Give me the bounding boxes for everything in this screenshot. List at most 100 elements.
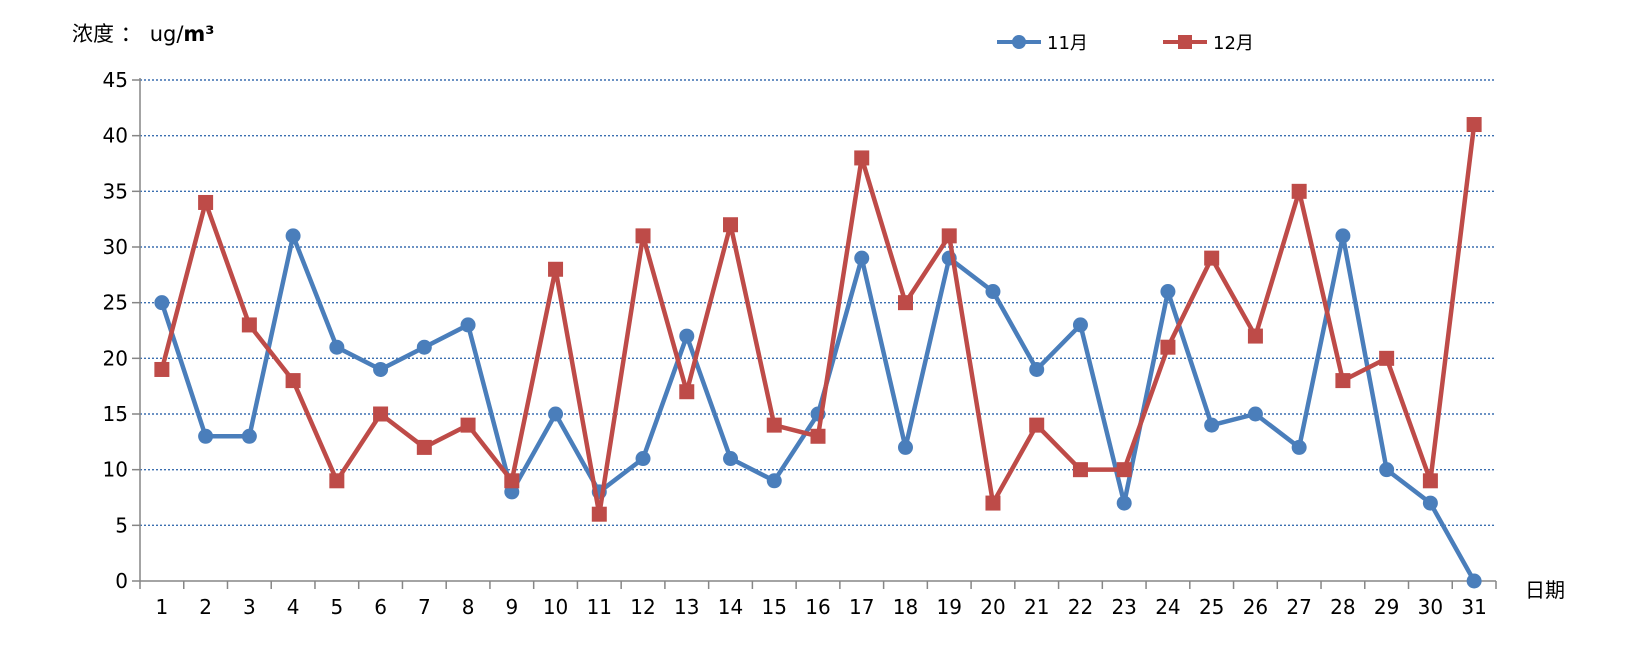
data-point [1029,361,1045,377]
x-tick-label: 6 [374,595,387,619]
legend-marker [1012,35,1026,49]
series-line [159,124,1477,517]
y-tick-label: 35 [103,179,128,203]
data-point [897,439,913,455]
data-point [897,295,913,311]
x-tick-label: 21 [1024,595,1049,619]
y-axis-label-unit-bold: m³ [183,22,214,46]
data-point [373,406,389,422]
y-tick-label: 10 [103,458,128,482]
legend-label: 11月 [1047,33,1088,54]
data-point [723,217,739,233]
x-tick-label: 12 [630,595,655,619]
data-point [416,439,432,455]
x-tick-label: 7 [418,595,431,619]
legend-item-2: 12月 [1163,33,1254,54]
data-point [416,339,432,355]
data-point [1379,350,1395,366]
x-tick-label: 4 [287,595,300,619]
data-point [548,406,564,422]
x-tick-label: 25 [1199,595,1224,619]
y-tick-label: 45 [103,68,128,92]
x-tick-label: 1 [156,595,169,619]
data-point [329,339,345,355]
x-tick-label: 16 [805,595,830,619]
data-point [285,373,301,389]
x-tick-label: 2 [199,595,212,619]
legend: 11月 12月 [997,33,1254,54]
x-tick-label: 9 [505,595,518,619]
data-point [460,317,476,333]
data-point [1422,495,1438,511]
data-point [154,295,170,311]
data-point [679,328,695,344]
data-point [241,317,257,333]
data-point [154,361,170,377]
data-point [985,284,1001,300]
y-tick-label: 25 [103,291,128,315]
x-tick-label: 24 [1155,595,1180,619]
x-tick-label: 11 [587,595,612,619]
data-point [1466,573,1482,589]
data-point [1335,373,1351,389]
data-point [1116,462,1132,478]
data-point [1072,462,1088,478]
data-point [591,506,607,522]
data-point [1335,228,1351,244]
y-axis-label: 浓度 ： ug/m³ [72,22,215,46]
y-tick-label: 0 [115,569,128,593]
data-point [1072,317,1088,333]
axes [132,78,1497,589]
x-tick-labels: 1 2 3 4 5 6 7 8 9 10 11 12 13 14 15 16 17 18 19 20 21 22 23 24 2… [156,595,1487,619]
data-point [1247,406,1263,422]
data-point [504,473,520,489]
x-tick-label: 31 [1461,595,1486,619]
x-axis-label: 日期 [1525,578,1565,602]
series-group [154,117,1482,589]
data-point [941,228,957,244]
x-tick-label: 8 [462,595,475,619]
y-tick-labels: 0 5 10 15 20 25 30 35 40 45 [103,68,128,593]
data-point [1291,439,1307,455]
x-tick-label: 20 [980,595,1005,619]
y-tick-label: 15 [103,402,128,426]
series-2 [154,117,1482,522]
x-tick-label: 30 [1418,595,1443,619]
data-point [548,261,564,277]
data-point [766,417,782,433]
data-point [635,451,651,467]
data-point [635,228,651,244]
y-axis-label-prefix: 浓度 ： [72,22,142,46]
x-tick-label: 14 [718,595,743,619]
data-point [854,250,870,266]
data-point [679,384,695,400]
x-tick-label: 15 [762,595,787,619]
x-tick-label: 26 [1243,595,1268,619]
series-1 [154,228,1482,589]
x-tick-label: 13 [674,595,699,619]
data-point [1160,284,1176,300]
data-point [766,473,782,489]
y-tick-label: 5 [115,513,128,537]
x-tick-label: 10 [543,595,568,619]
y-tick-label: 30 [103,235,128,259]
data-point [854,150,870,166]
data-point [373,361,389,377]
x-tick-label: 5 [330,595,343,619]
x-tick-label: 3 [243,595,256,619]
y-axis-label-unit: ug/ [150,22,185,46]
data-point [1466,117,1482,133]
x-tick-label: 29 [1374,595,1399,619]
x-tick-label: 27 [1286,595,1311,619]
data-point [241,428,257,444]
data-point [1204,250,1220,266]
data-point [1422,473,1438,489]
data-point [1291,183,1307,199]
x-tick-label: 23 [1111,595,1136,619]
data-point [1160,339,1176,355]
grid-lines [140,79,1496,527]
data-point [198,428,214,444]
data-point [329,473,345,489]
y-tick-label: 40 [103,124,128,148]
